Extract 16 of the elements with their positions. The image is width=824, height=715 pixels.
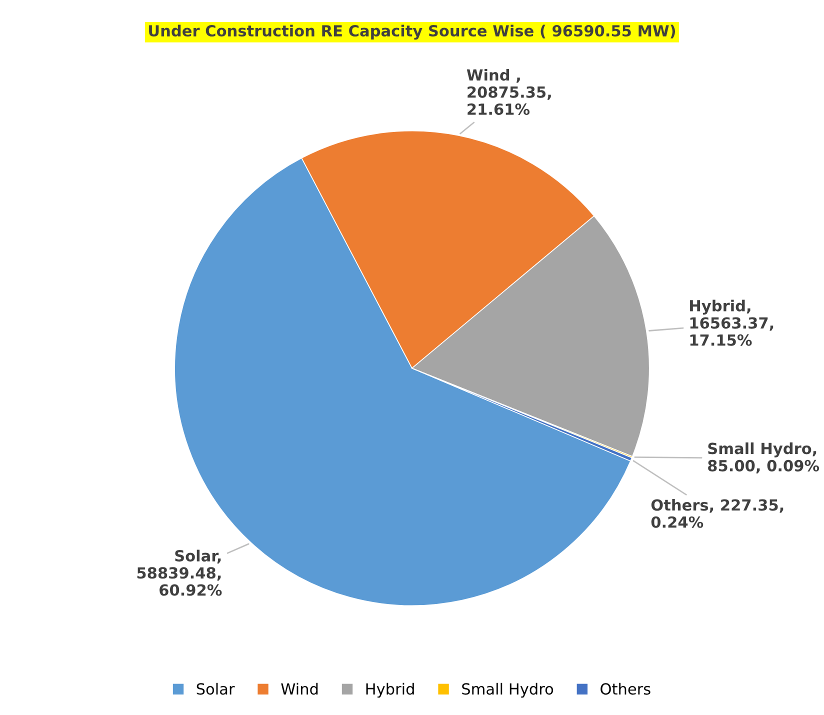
text: 16563.37, 17.15%: [690, 317, 774, 346]
text: 58839.48, 60.92%: [137, 567, 222, 596]
category-label: Small Hydro,: [708, 442, 816, 458]
legend-label: Hybrid: [366, 682, 414, 698]
legend-label: Wind: [281, 682, 318, 695]
category-label: Wind ,: [466, 68, 520, 83]
text: 20875.35, 21.61%: [468, 86, 551, 115]
category-label: Others, 227.35,: [651, 498, 784, 513]
chart-title: Under Construction RE Capacity Source Wise ( 96590.55 MW): [149, 24, 676, 40]
text: 85.00, 0.09%: [708, 460, 820, 474]
category-label: Hybrid,: [690, 300, 750, 315]
legend-label: Small Hydro: [462, 682, 554, 698]
legend-label: Others: [600, 682, 650, 695]
category-label: Solar,: [175, 550, 221, 564]
text: 0.24%: [651, 516, 704, 528]
legend-label: Solar: [196, 682, 235, 695]
